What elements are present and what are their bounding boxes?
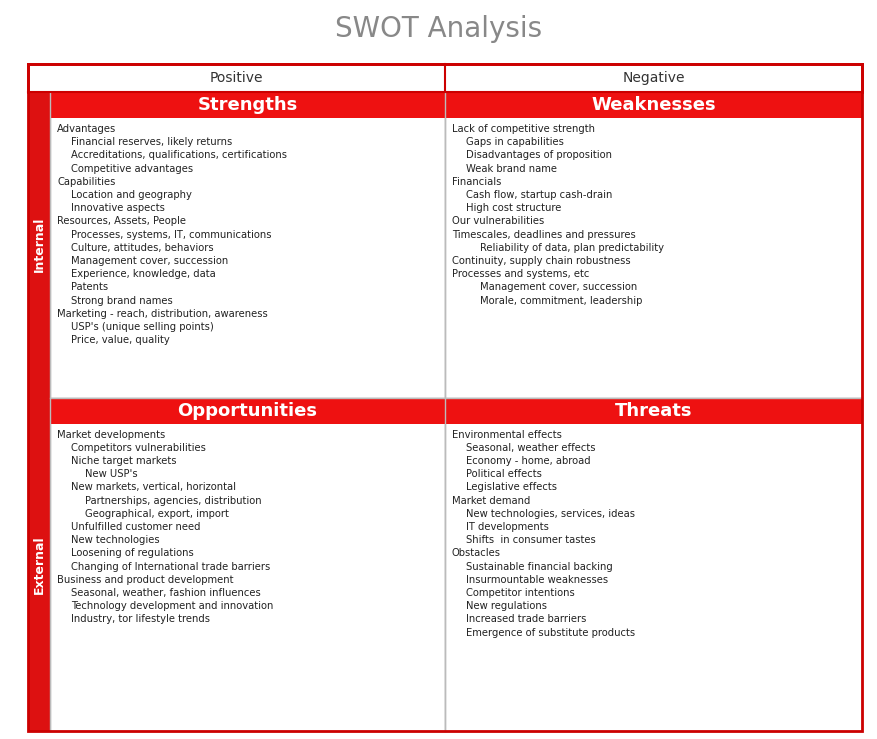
Text: Internal: Internal xyxy=(32,217,46,273)
Text: Sustainable financial backing: Sustainable financial backing xyxy=(466,562,613,571)
Text: Strong brand names: Strong brand names xyxy=(71,296,173,306)
Text: Negative: Negative xyxy=(623,71,685,85)
Text: New USP's: New USP's xyxy=(85,469,138,479)
Text: Competitors vulnerabilities: Competitors vulnerabilities xyxy=(71,443,206,453)
Bar xyxy=(445,92,862,398)
Text: Market demand: Market demand xyxy=(452,496,531,505)
Text: Strengths: Strengths xyxy=(197,96,297,114)
Text: Unfulfilled customer need: Unfulfilled customer need xyxy=(71,522,201,532)
Text: Management cover, succession: Management cover, succession xyxy=(71,256,228,266)
Bar xyxy=(50,92,445,118)
Text: Competitive advantages: Competitive advantages xyxy=(71,163,193,174)
Text: Experience, knowledge, data: Experience, knowledge, data xyxy=(71,269,216,279)
Bar xyxy=(50,398,445,423)
Text: Economy - home, abroad: Economy - home, abroad xyxy=(466,456,590,466)
Text: USP's (unique selling points): USP's (unique selling points) xyxy=(71,322,214,332)
Text: Opportunities: Opportunities xyxy=(177,401,317,420)
Text: Weaknesses: Weaknesses xyxy=(591,96,716,114)
Text: Increased trade barriers: Increased trade barriers xyxy=(466,614,587,624)
Text: Loosening of regulations: Loosening of regulations xyxy=(71,548,194,558)
Text: Gaps in capabilities: Gaps in capabilities xyxy=(466,137,564,147)
Text: Geographical, export, import: Geographical, export, import xyxy=(85,508,229,519)
Bar xyxy=(445,92,862,118)
Text: Price, value, quality: Price, value, quality xyxy=(71,336,170,345)
Text: Continuity, supply chain robustness: Continuity, supply chain robustness xyxy=(452,256,631,266)
Text: Seasonal, weather effects: Seasonal, weather effects xyxy=(466,443,595,453)
Text: Reliability of data, plan predictability: Reliability of data, plan predictability xyxy=(480,243,664,253)
Text: SWOT Analysis: SWOT Analysis xyxy=(335,15,542,43)
Bar xyxy=(445,398,862,731)
Text: Technology development and innovation: Technology development and innovation xyxy=(71,601,274,611)
Text: Insurmountable weaknesses: Insurmountable weaknesses xyxy=(466,575,608,585)
Text: New markets, vertical, horizontal: New markets, vertical, horizontal xyxy=(71,483,236,492)
Text: Weak brand name: Weak brand name xyxy=(466,163,557,174)
Text: Timescales, deadlines and pressures: Timescales, deadlines and pressures xyxy=(452,230,636,239)
Text: New technologies, services, ideas: New technologies, services, ideas xyxy=(466,508,635,519)
Text: Environmental effects: Environmental effects xyxy=(452,429,562,440)
Text: Legislative effects: Legislative effects xyxy=(466,483,557,492)
Text: Patents: Patents xyxy=(71,282,108,293)
Text: Processes and systems, etc: Processes and systems, etc xyxy=(452,269,589,279)
Text: Threats: Threats xyxy=(615,401,692,420)
Text: New regulations: New regulations xyxy=(466,601,547,611)
Text: Marketing - reach, distribution, awareness: Marketing - reach, distribution, awarene… xyxy=(57,309,267,319)
Text: Emergence of substitute products: Emergence of substitute products xyxy=(466,627,635,638)
Text: Resources, Assets, People: Resources, Assets, People xyxy=(57,217,186,226)
Text: Morale, commitment, leadership: Morale, commitment, leadership xyxy=(480,296,642,306)
Text: Market developments: Market developments xyxy=(57,429,165,440)
Text: Our vulnerabilities: Our vulnerabilities xyxy=(452,217,545,226)
Text: Processes, systems, IT, communications: Processes, systems, IT, communications xyxy=(71,230,272,239)
Text: Management cover, succession: Management cover, succession xyxy=(480,282,638,293)
Text: Accreditations, qualifications, certifications: Accreditations, qualifications, certific… xyxy=(71,151,287,160)
Text: Innovative aspects: Innovative aspects xyxy=(71,203,165,213)
Text: Political effects: Political effects xyxy=(466,469,542,479)
Text: Competitor intentions: Competitor intentions xyxy=(466,588,574,598)
Text: External: External xyxy=(32,535,46,593)
Text: Business and product development: Business and product development xyxy=(57,575,233,585)
Text: Lack of competitive strength: Lack of competitive strength xyxy=(452,124,595,134)
Bar xyxy=(445,398,862,423)
Text: Capabilities: Capabilities xyxy=(57,177,116,187)
Text: Shifts  in consumer tastes: Shifts in consumer tastes xyxy=(466,535,595,545)
Text: Disadvantages of proposition: Disadvantages of proposition xyxy=(466,151,612,160)
Text: IT developments: IT developments xyxy=(466,522,549,532)
Text: Financials: Financials xyxy=(452,177,502,187)
Bar xyxy=(28,398,50,731)
Bar xyxy=(28,64,862,92)
Text: Advantages: Advantages xyxy=(57,124,117,134)
Text: Financial reserves, likely returns: Financial reserves, likely returns xyxy=(71,137,232,147)
Bar xyxy=(50,398,445,731)
Text: Industry, tor lifestyle trends: Industry, tor lifestyle trends xyxy=(71,614,210,624)
Text: Niche target markets: Niche target markets xyxy=(71,456,176,466)
Text: Partnerships, agencies, distribution: Partnerships, agencies, distribution xyxy=(85,496,261,505)
Text: Positive: Positive xyxy=(210,71,263,85)
Text: New technologies: New technologies xyxy=(71,535,160,545)
Bar xyxy=(28,92,50,398)
Text: Culture, attitudes, behaviors: Culture, attitudes, behaviors xyxy=(71,243,214,253)
Text: Changing of International trade barriers: Changing of International trade barriers xyxy=(71,562,270,571)
Text: High cost structure: High cost structure xyxy=(466,203,561,213)
Text: Obstacles: Obstacles xyxy=(452,548,501,558)
Text: Seasonal, weather, fashion influences: Seasonal, weather, fashion influences xyxy=(71,588,260,598)
Text: Location and geography: Location and geography xyxy=(71,190,192,200)
Text: Cash flow, startup cash-drain: Cash flow, startup cash-drain xyxy=(466,190,612,200)
Bar xyxy=(50,92,445,398)
